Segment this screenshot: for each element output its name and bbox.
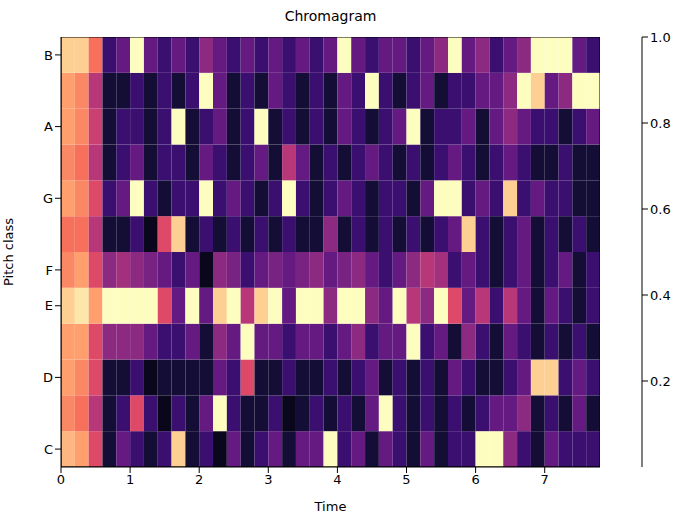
svg-text:1: 1 [126,472,134,487]
svg-text:4: 4 [333,472,341,487]
svg-text:7: 7 [541,472,549,487]
svg-text:0.4: 0.4 [650,288,671,303]
svg-text:2: 2 [195,472,203,487]
svg-text:G: G [43,191,53,206]
svg-text:E: E [45,298,53,313]
html-text:Chromagram: Chromagram [284,8,377,24]
svg-text:A: A [44,119,53,134]
svg-text:0.6: 0.6 [650,202,671,217]
svg-text:B: B [44,48,53,63]
svg-text:5: 5 [402,472,410,487]
svg-text:C: C [44,442,53,457]
svg-text:0.2: 0.2 [650,374,671,389]
svg-text:0.8: 0.8 [650,116,671,131]
svg-text:3: 3 [264,472,272,487]
svg-text:Pitch class: Pitch class [1,218,16,286]
svg-text:6: 6 [471,472,479,487]
svg-text:F: F [46,263,53,278]
svg-text:Time: Time [314,499,347,514]
svg-text:0: 0 [57,472,65,487]
svg-text:1.0: 1.0 [650,30,671,45]
svg-text:D: D [43,370,53,385]
